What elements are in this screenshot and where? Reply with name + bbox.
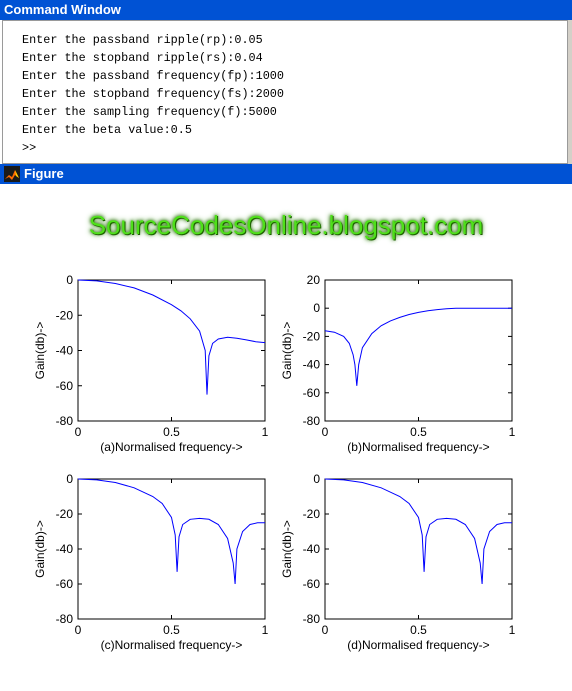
y-tick-label: -80 — [56, 612, 74, 626]
series-line — [77, 478, 265, 585]
y-tick-label: -20 — [303, 507, 321, 521]
y-tick-label: 0 — [66, 273, 73, 287]
y-tick-label: 0 — [313, 301, 320, 315]
command-window-title: Command Window — [4, 2, 121, 17]
subplot: 0 0.5 1 20 0 -20 -40 -60 -80 (b)Normalised freque… — [280, 273, 516, 454]
axes-box — [324, 478, 513, 620]
x-tick-label: 1 — [262, 425, 269, 439]
axes-box — [324, 279, 513, 422]
command-window[interactable]: Enter the passband ripple(rp):0.05 Enter… — [2, 20, 568, 164]
command-window-edge — [568, 20, 572, 164]
command-line: Enter the beta value:0.5 — [22, 123, 192, 137]
figure-window-titlebar[interactable]: Figure — [0, 164, 572, 184]
command-line: Enter the stopband ripple(rs):0.04 — [22, 51, 263, 65]
y-tick-label: -40 — [56, 542, 74, 556]
command-prompt[interactable]: >> — [22, 141, 37, 155]
command-line: Enter the stopband frequency(fs):2000 — [22, 87, 284, 101]
x-tick-label: 0 — [322, 425, 329, 439]
y-tick-label: -80 — [56, 414, 74, 428]
y-axis-label: Gain(db)-> — [33, 322, 47, 380]
x-tick-label: 0.5 — [410, 425, 427, 439]
x-tick-label: 1 — [509, 425, 516, 439]
figure-window-title: Figure — [24, 166, 64, 181]
y-tick-label: -80 — [303, 612, 321, 626]
watermark-text: SourceCodesOnline.blogspot.com — [88, 210, 484, 240]
axes-box — [77, 279, 266, 422]
x-axis-label: (b)Normalised frequency-> — [347, 440, 489, 454]
figure-canvas: SourceCodesOnline.blogspot.com 0 0.5 1 0 -20… — [0, 184, 572, 691]
y-tick-label: -60 — [303, 386, 321, 400]
x-tick-label: 0.5 — [410, 623, 427, 637]
y-tick-label: 20 — [307, 273, 321, 287]
y-tick-label: -20 — [56, 507, 74, 521]
y-tick-label: -80 — [303, 414, 321, 428]
x-tick-label: 0.5 — [163, 623, 180, 637]
y-axis-label: Gain(db)-> — [33, 520, 47, 578]
matlab-figure-icon — [4, 166, 20, 182]
x-tick-label: 0.5 — [163, 425, 180, 439]
y-tick-label: -60 — [303, 577, 321, 591]
y-tick-label: -20 — [303, 329, 321, 343]
y-tick-label: -60 — [56, 577, 74, 591]
subplots: 0 0.5 1 0 -20 -40 -60 -80 (a)Normalised frequenc… — [33, 273, 516, 652]
x-tick-label: 0 — [75, 425, 82, 439]
subplot: 0 0.5 1 0 -20 -40 -60 -80 (d)Normalised frequenc… — [280, 472, 516, 652]
series-line — [324, 478, 512, 585]
y-axis-label: Gain(db)-> — [280, 322, 294, 380]
y-tick-label: -40 — [303, 542, 321, 556]
y-tick-label: 0 — [66, 472, 73, 486]
subplot: 0 0.5 1 0 -20 -40 -60 -80 (a)Normalised frequenc… — [33, 273, 269, 454]
x-tick-label: 0 — [75, 623, 82, 637]
x-tick-label: 1 — [509, 623, 516, 637]
x-axis-label: (d)Normalised frequency-> — [347, 638, 489, 652]
subplot: 0 0.5 1 0 -20 -40 -60 -80 (c)Normalised frequenc… — [33, 472, 269, 652]
y-tick-label: -40 — [56, 344, 74, 358]
x-axis-label: (c)Normalised frequency-> — [101, 638, 243, 652]
command-window-titlebar[interactable]: Command Window — [0, 0, 572, 20]
command-line: Enter the sampling frequency(f):5000 — [22, 105, 277, 119]
command-line: Enter the passband frequency(fp):1000 — [22, 69, 284, 83]
y-tick-label: 0 — [313, 472, 320, 486]
command-output: Enter the passband ripple(rp):0.05 Enter… — [22, 31, 284, 157]
series-line — [77, 279, 266, 395]
x-axis-label: (a)Normalised frequency-> — [100, 440, 242, 454]
y-tick-label: -40 — [303, 358, 321, 372]
y-tick-label: -60 — [56, 379, 74, 393]
x-tick-label: 0 — [322, 623, 329, 637]
y-axis-label: Gain(db)-> — [280, 520, 294, 578]
y-tick-label: -20 — [56, 308, 74, 322]
series-line — [324, 307, 512, 386]
command-line: Enter the passband ripple(rp):0.05 — [22, 33, 263, 47]
x-tick-label: 1 — [262, 623, 269, 637]
